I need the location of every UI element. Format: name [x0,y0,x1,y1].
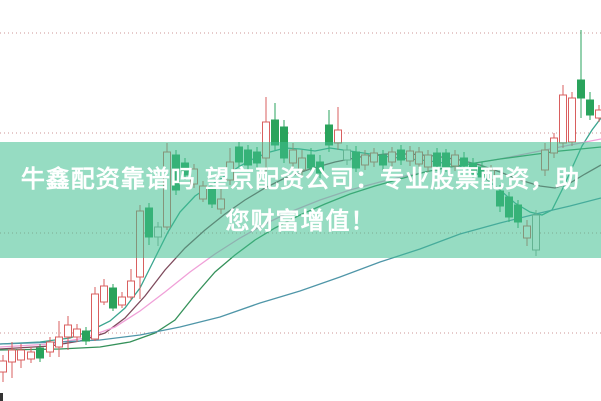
candle-body [8,349,16,363]
candle-body [559,94,567,144]
candle-body [118,296,126,306]
candle-body [127,280,135,298]
candle-body [73,328,81,338]
candle-body [568,97,576,143]
bottom-left-artifact [0,393,3,401]
candle-body [91,293,99,340]
promo-banner-line2: 您财富增值！ [225,207,376,235]
candle-body [64,324,72,338]
candle-body [0,360,7,373]
candle-body [17,349,25,361]
candle-body [27,351,35,360]
candle-body [100,285,108,303]
candle-body [55,336,63,348]
candle-body [36,347,44,359]
candle-body [46,341,54,353]
candle-body [82,330,90,342]
promo-banner-line1: 牛鑫配资靠谱吗 望京配资公司：专业股票配资，助 [20,165,581,193]
candle-body [595,109,601,119]
candle-body [109,287,117,309]
candle-body [577,79,585,99]
candle-body [586,99,594,116]
promo-banner-overlay: 牛鑫配资靠谱吗 望京配资公司：专业股票配资，助 您财富增值！ [0,142,601,258]
